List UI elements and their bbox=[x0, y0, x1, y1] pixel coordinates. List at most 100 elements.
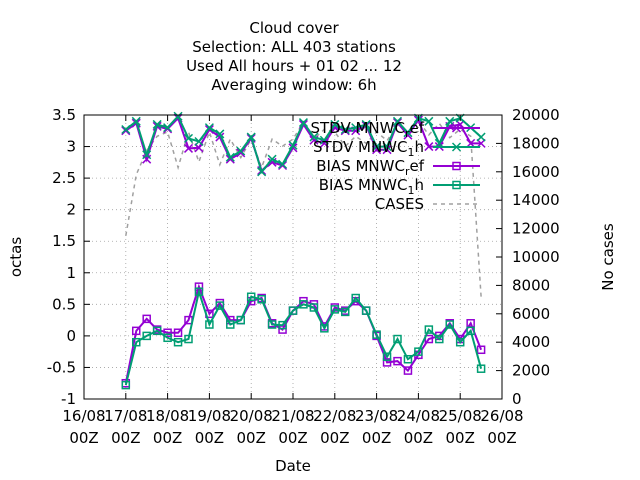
data-point bbox=[288, 306, 298, 315]
y2-axis-label: No cases bbox=[599, 223, 617, 291]
y2-tick-label: 12000 bbox=[512, 220, 560, 238]
data-point bbox=[142, 150, 152, 160]
data-point bbox=[451, 142, 462, 152]
data-point bbox=[445, 320, 454, 329]
data-point-stroke bbox=[340, 124, 350, 135]
data-point bbox=[298, 118, 308, 128]
data-point bbox=[121, 380, 131, 390]
data-point-stroke bbox=[424, 116, 434, 126]
x-tick-label-date: 24/08 bbox=[397, 407, 440, 425]
x-tick-label-date: 16/08 bbox=[62, 407, 105, 425]
data-point bbox=[309, 132, 319, 142]
axes: -1 -0.5 0 0.5 1 1.5 2 2.5 3 3.5 0 2000 4000 6000 8000 1… bbox=[47, 106, 560, 447]
data-point-stroke bbox=[236, 146, 246, 156]
y2-tick-label: 18000 bbox=[512, 134, 560, 152]
data-point bbox=[163, 123, 173, 133]
data-point bbox=[152, 326, 162, 336]
y2-tick-label: 0 bbox=[512, 390, 522, 408]
data-point bbox=[194, 287, 204, 296]
data-point bbox=[341, 307, 350, 317]
data-point bbox=[183, 133, 194, 143]
data-point bbox=[403, 366, 413, 375]
y2-tick-label: 4000 bbox=[512, 333, 550, 351]
data-point bbox=[205, 320, 214, 329]
data-point bbox=[414, 347, 423, 356]
x-tick-label-date: 18/08 bbox=[146, 407, 189, 425]
data-point-stroke bbox=[173, 111, 183, 121]
data-point-stroke bbox=[319, 135, 329, 145]
data-point bbox=[257, 295, 266, 304]
legend-entry: STDV MNWCref bbox=[310, 119, 480, 140]
data-point bbox=[319, 138, 329, 148]
y2-tick-label: 14000 bbox=[512, 191, 560, 209]
data-point bbox=[204, 123, 214, 133]
x-tick-label-hour: 00Z bbox=[362, 429, 391, 447]
data-point-stroke bbox=[225, 152, 235, 162]
data-point-stroke bbox=[236, 148, 246, 158]
data-point bbox=[351, 123, 361, 133]
x-tick-label-hour: 00Z bbox=[69, 429, 98, 447]
data-point bbox=[184, 334, 193, 344]
y-axis-label: octas bbox=[7, 237, 25, 277]
data-point bbox=[226, 320, 235, 329]
data-point bbox=[361, 306, 371, 315]
y-tick-label: 3.5 bbox=[52, 106, 76, 124]
data-point-stroke bbox=[351, 123, 361, 133]
data-point bbox=[309, 303, 319, 312]
data-point-stroke bbox=[451, 142, 462, 152]
x-tick-label-hour: 00Z bbox=[237, 429, 266, 447]
y-tick-label: -0.5 bbox=[47, 358, 76, 376]
data-point-stroke bbox=[131, 116, 141, 126]
data-point-stroke bbox=[257, 167, 267, 177]
series-bias-mnwc-1h bbox=[121, 287, 486, 390]
data-point-stroke bbox=[163, 124, 173, 134]
x-tick-label-hour: 00Z bbox=[153, 429, 182, 447]
legend-entry: BIAS MNWCref bbox=[316, 157, 480, 178]
data-point bbox=[330, 305, 340, 314]
data-point bbox=[142, 314, 151, 324]
data-point bbox=[267, 154, 277, 164]
data-point-stroke bbox=[403, 128, 413, 138]
data-point bbox=[451, 123, 462, 133]
x-tick-label-hour: 00Z bbox=[404, 429, 433, 447]
data-point bbox=[215, 301, 225, 310]
data-point-stroke bbox=[246, 132, 256, 142]
data-point bbox=[320, 324, 329, 333]
data-point-stroke bbox=[183, 143, 194, 153]
y2-tick-label: 16000 bbox=[512, 163, 560, 181]
data-point-stroke bbox=[163, 123, 173, 133]
legend-entry: CASES bbox=[375, 195, 480, 213]
data-point-stroke bbox=[298, 118, 308, 128]
data-point bbox=[382, 142, 392, 152]
data-point bbox=[299, 300, 308, 309]
data-point bbox=[340, 124, 350, 135]
x-tick-label-date: 25/08 bbox=[439, 407, 482, 425]
data-point bbox=[372, 142, 382, 152]
series-bias-mnwc-ref bbox=[121, 282, 486, 388]
data-point bbox=[382, 352, 392, 361]
data-point-stroke bbox=[403, 130, 413, 140]
data-point bbox=[183, 143, 194, 153]
data-point bbox=[424, 142, 434, 152]
x-tick-label-date: 21/08 bbox=[271, 407, 314, 425]
data-point bbox=[392, 116, 403, 126]
legend-label: STDV MNWC1h bbox=[313, 138, 424, 159]
data-point-stroke bbox=[392, 116, 403, 126]
data-point bbox=[476, 364, 486, 373]
data-point-stroke bbox=[476, 132, 486, 142]
data-point-stroke bbox=[445, 116, 455, 126]
data-point bbox=[131, 116, 141, 126]
y2-tick-label: 6000 bbox=[512, 305, 550, 323]
title-line-1: Cloud cover bbox=[249, 19, 339, 37]
data-point bbox=[382, 358, 392, 367]
data-point-stroke bbox=[288, 140, 298, 150]
data-point bbox=[163, 333, 172, 343]
y-tick-label: 1.5 bbox=[52, 232, 76, 250]
data-point-stroke bbox=[451, 123, 462, 133]
data-point bbox=[424, 116, 434, 126]
data-point bbox=[246, 292, 256, 302]
data-point bbox=[452, 161, 461, 171]
data-point bbox=[452, 180, 461, 190]
data-point bbox=[257, 167, 267, 177]
data-point bbox=[351, 293, 360, 303]
